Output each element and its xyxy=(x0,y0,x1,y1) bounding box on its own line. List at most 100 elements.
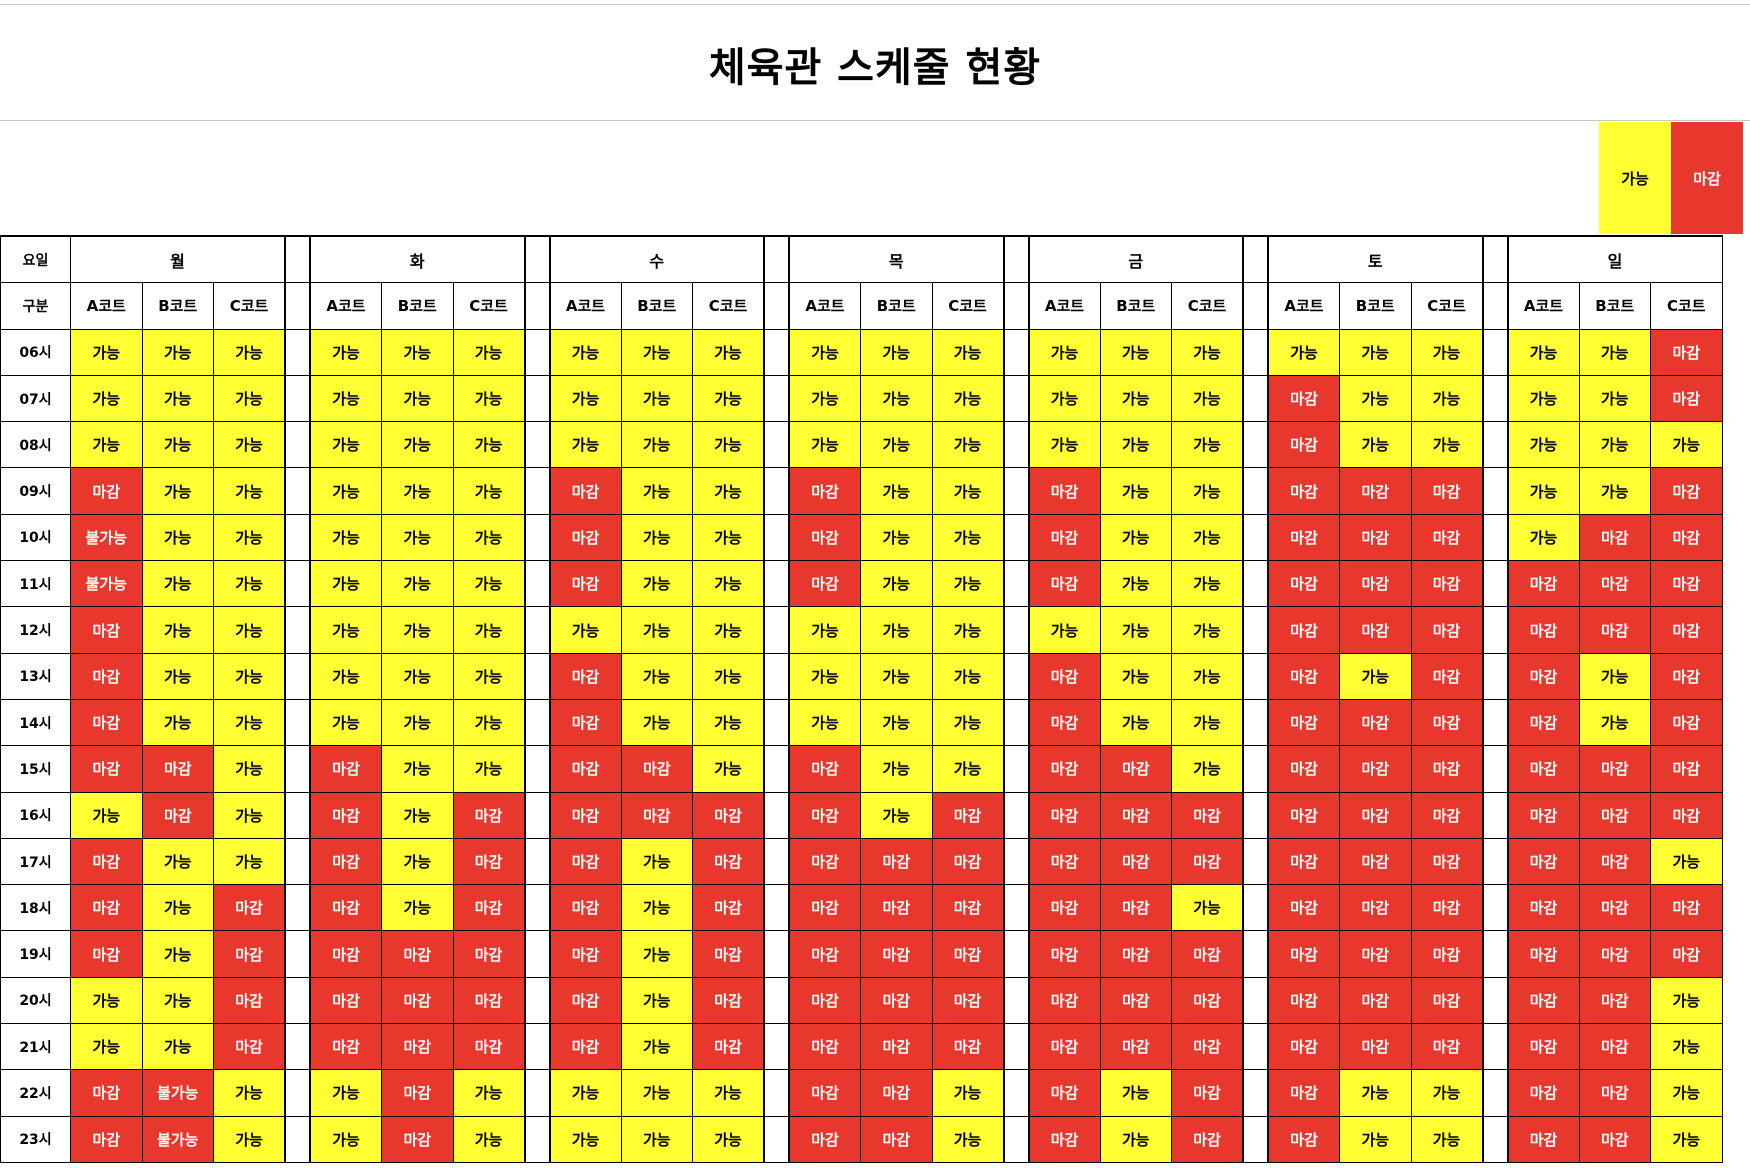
schedule-cell: 마감 xyxy=(1578,560,1651,608)
schedule-cell: 가능 xyxy=(860,374,933,423)
schedule-cell: 마감 xyxy=(1099,976,1172,1025)
schedule-cell: 마감 xyxy=(692,837,765,886)
day-gap xyxy=(1242,421,1269,469)
day-gap xyxy=(763,884,790,932)
day-gap xyxy=(1481,837,1509,886)
schedule-cell: 마감 xyxy=(1339,560,1412,608)
court-header: C코트 xyxy=(1171,282,1244,330)
schedule-cell: 마감 xyxy=(1099,745,1172,793)
schedule-cell: 가능 xyxy=(620,421,693,469)
schedule-cell: 가능 xyxy=(860,421,933,469)
schedule-cell: 마감 xyxy=(549,652,622,700)
schedule-cell: 마감 xyxy=(1267,513,1340,562)
schedule-cell: 마감 xyxy=(70,652,143,700)
schedule-cell: 가능 xyxy=(931,1069,1004,1117)
schedule-cell: 가능 xyxy=(931,745,1004,793)
court-header: C코트 xyxy=(931,282,1004,330)
day-gap xyxy=(1481,328,1509,376)
schedule-cell: 마감 xyxy=(309,976,382,1025)
schedule-cell: 가능 xyxy=(70,791,143,839)
schedule-cell: 마감 xyxy=(1099,837,1172,886)
schedule-cell: 가능 xyxy=(1171,513,1244,562)
schedule-cell: 마감 xyxy=(1267,1069,1340,1117)
schedule-cell: 가능 xyxy=(213,560,286,608)
schedule-cell: 가능 xyxy=(788,328,861,376)
day-gap xyxy=(284,513,311,562)
schedule-cell: 가능 xyxy=(931,467,1004,515)
schedule-cell: 마감 xyxy=(1410,606,1483,654)
schedule-cell: 가능 xyxy=(381,560,454,608)
schedule-cell: 가능 xyxy=(141,374,214,423)
schedule-grid: 요일 월 화 수 목 금 토 일 구분 A코트 B코트 C코트 A코트 B코트 C코트 A코트 B코트 C코트 A코… xyxy=(0,235,1723,1163)
schedule-cell: 가능 xyxy=(381,791,454,839)
day-gap xyxy=(1481,884,1509,932)
page-title: 체육관 스케줄 현황 xyxy=(708,45,1042,91)
day-header-label: 요일 xyxy=(0,235,71,284)
day-gap xyxy=(1242,791,1269,839)
schedule-cell: 마감 xyxy=(1099,791,1172,839)
schedule-cell: 가능 xyxy=(620,652,693,700)
day-gap xyxy=(1481,1069,1509,1117)
hour-label: 14시 xyxy=(0,698,71,747)
schedule-cell: 가능 xyxy=(1099,1069,1172,1117)
schedule-cell: 가능 xyxy=(788,652,861,700)
schedule-cell: 가능 xyxy=(309,513,382,562)
schedule-cell: 가능 xyxy=(1650,837,1723,886)
schedule-cell: 가능 xyxy=(1507,467,1580,515)
schedule-cell: 마감 xyxy=(1578,606,1651,654)
schedule-cell: 마감 xyxy=(692,930,765,978)
schedule-cell: 가능 xyxy=(309,328,382,376)
schedule-cell: 가능 xyxy=(1410,328,1483,376)
day-gap xyxy=(523,560,551,608)
schedule-cell: 마감 xyxy=(1578,791,1651,839)
schedule-cell: 마감 xyxy=(788,560,861,608)
day-gap xyxy=(1481,421,1509,469)
schedule-cell: 가능 xyxy=(381,374,454,423)
schedule-cell: 가능 xyxy=(381,606,454,654)
day-header: 월 xyxy=(70,235,286,284)
day-gap xyxy=(1002,1069,1030,1117)
schedule-cell: 가능 xyxy=(141,884,214,932)
schedule-cell: 마감 xyxy=(1507,1069,1580,1117)
day-gap xyxy=(523,606,551,654)
schedule-cell: 가능 xyxy=(1171,560,1244,608)
schedule-cell: 마감 xyxy=(860,976,933,1025)
schedule-cell: 가능 xyxy=(1650,976,1723,1025)
day-gap xyxy=(1481,698,1509,747)
schedule-cell: 마감 xyxy=(1507,560,1580,608)
schedule-cell: 가능 xyxy=(452,1115,525,1163)
schedule-cell: 가능 xyxy=(620,467,693,515)
day-gap xyxy=(763,930,790,978)
day-gap xyxy=(284,791,311,839)
schedule-cell: 마감 xyxy=(1410,791,1483,839)
day-gap xyxy=(763,745,790,793)
schedule-cell: 마감 xyxy=(1028,745,1101,793)
schedule-cell: 가능 xyxy=(309,698,382,747)
schedule-cell: 마감 xyxy=(549,745,622,793)
schedule-cell: 마감 xyxy=(1267,560,1340,608)
schedule-cell: 마감 xyxy=(931,1023,1004,1071)
schedule-cell: 마감 xyxy=(788,1069,861,1117)
schedule-cell: 가능 xyxy=(141,698,214,747)
schedule-cell: 마감 xyxy=(1507,1023,1580,1071)
schedule-table: 요일 월 화 수 목 금 토 일 구분 A코트 B코트 C코트 A코트 B코트 C코트 A코트 B코트 C코트 A코… xyxy=(0,235,1723,1163)
schedule-cell: 마감 xyxy=(1028,1069,1101,1117)
day-gap xyxy=(284,374,311,423)
court-header: A코트 xyxy=(70,282,143,330)
schedule-cell: 마감 xyxy=(1410,652,1483,700)
schedule-cell: 마감 xyxy=(1339,930,1412,978)
schedule-cell: 마감 xyxy=(1578,930,1651,978)
schedule-cell: 가능 xyxy=(1507,421,1580,469)
day-gap xyxy=(1002,884,1030,932)
day-gap xyxy=(763,328,790,376)
day-gap xyxy=(1481,930,1509,978)
schedule-cell: 마감 xyxy=(1507,698,1580,747)
schedule-cell: 마감 xyxy=(1099,1023,1172,1071)
schedule-cell: 마감 xyxy=(1339,467,1412,515)
schedule-cell: 마감 xyxy=(1578,1069,1651,1117)
day-gap xyxy=(1242,652,1269,700)
schedule-cell: 마감 xyxy=(1339,976,1412,1025)
day-header: 토 xyxy=(1267,235,1483,284)
schedule-cell: 마감 xyxy=(1267,1023,1340,1071)
day-gap xyxy=(1002,374,1030,423)
